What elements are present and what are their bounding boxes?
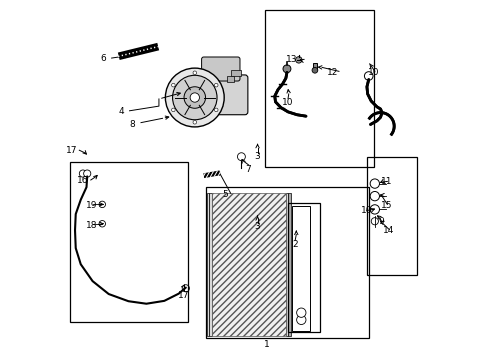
Text: 6: 6 — [100, 54, 106, 63]
Circle shape — [79, 170, 87, 177]
Text: 11: 11 — [381, 177, 392, 186]
Circle shape — [370, 192, 379, 201]
Text: 10: 10 — [361, 206, 373, 215]
Circle shape — [371, 218, 378, 225]
Bar — [367, 157, 417, 275]
Circle shape — [370, 205, 379, 214]
Text: 17: 17 — [178, 291, 190, 300]
Circle shape — [193, 121, 196, 124]
Circle shape — [99, 201, 105, 208]
Circle shape — [365, 72, 373, 80]
Text: 3: 3 — [255, 222, 260, 231]
Bar — [288, 203, 320, 332]
Circle shape — [190, 93, 199, 102]
Bar — [313, 63, 317, 69]
Circle shape — [215, 84, 218, 87]
Text: 4: 4 — [119, 107, 124, 116]
Circle shape — [172, 84, 175, 87]
Text: 3: 3 — [255, 152, 260, 161]
Text: 9: 9 — [378, 217, 384, 226]
Bar — [265, 10, 374, 167]
Circle shape — [172, 108, 175, 112]
Bar — [286, 193, 289, 336]
Circle shape — [182, 285, 190, 292]
Bar — [70, 162, 188, 321]
Bar — [293, 206, 310, 331]
Circle shape — [283, 65, 291, 73]
Bar — [212, 193, 286, 336]
Bar — [231, 69, 242, 76]
Circle shape — [172, 75, 217, 120]
Circle shape — [193, 71, 196, 75]
Text: 8: 8 — [129, 120, 135, 129]
Bar — [289, 193, 291, 336]
Circle shape — [370, 179, 379, 188]
FancyBboxPatch shape — [196, 75, 248, 115]
Text: 2: 2 — [293, 240, 298, 249]
Text: 14: 14 — [383, 226, 394, 235]
Text: 13: 13 — [286, 55, 297, 64]
Circle shape — [99, 221, 105, 227]
Text: 10: 10 — [282, 98, 294, 107]
Bar — [205, 187, 368, 338]
Text: 15: 15 — [381, 201, 392, 210]
Circle shape — [238, 153, 245, 161]
Bar — [207, 193, 210, 336]
Text: 7: 7 — [245, 165, 251, 174]
Circle shape — [312, 67, 318, 73]
Circle shape — [184, 87, 205, 108]
FancyBboxPatch shape — [201, 57, 240, 81]
Circle shape — [166, 68, 224, 127]
Text: 12: 12 — [327, 68, 339, 77]
Text: 18: 18 — [86, 221, 97, 230]
Circle shape — [296, 315, 306, 324]
Text: 1: 1 — [264, 340, 270, 349]
Circle shape — [295, 57, 302, 63]
Text: 10: 10 — [368, 68, 380, 77]
Circle shape — [84, 170, 91, 177]
Text: 17: 17 — [67, 146, 78, 155]
Circle shape — [296, 308, 306, 318]
Text: 5: 5 — [222, 190, 228, 199]
Circle shape — [215, 108, 218, 112]
Text: 16: 16 — [77, 176, 89, 185]
Bar — [210, 193, 212, 336]
Bar — [227, 76, 234, 82]
Text: 19: 19 — [86, 201, 97, 210]
